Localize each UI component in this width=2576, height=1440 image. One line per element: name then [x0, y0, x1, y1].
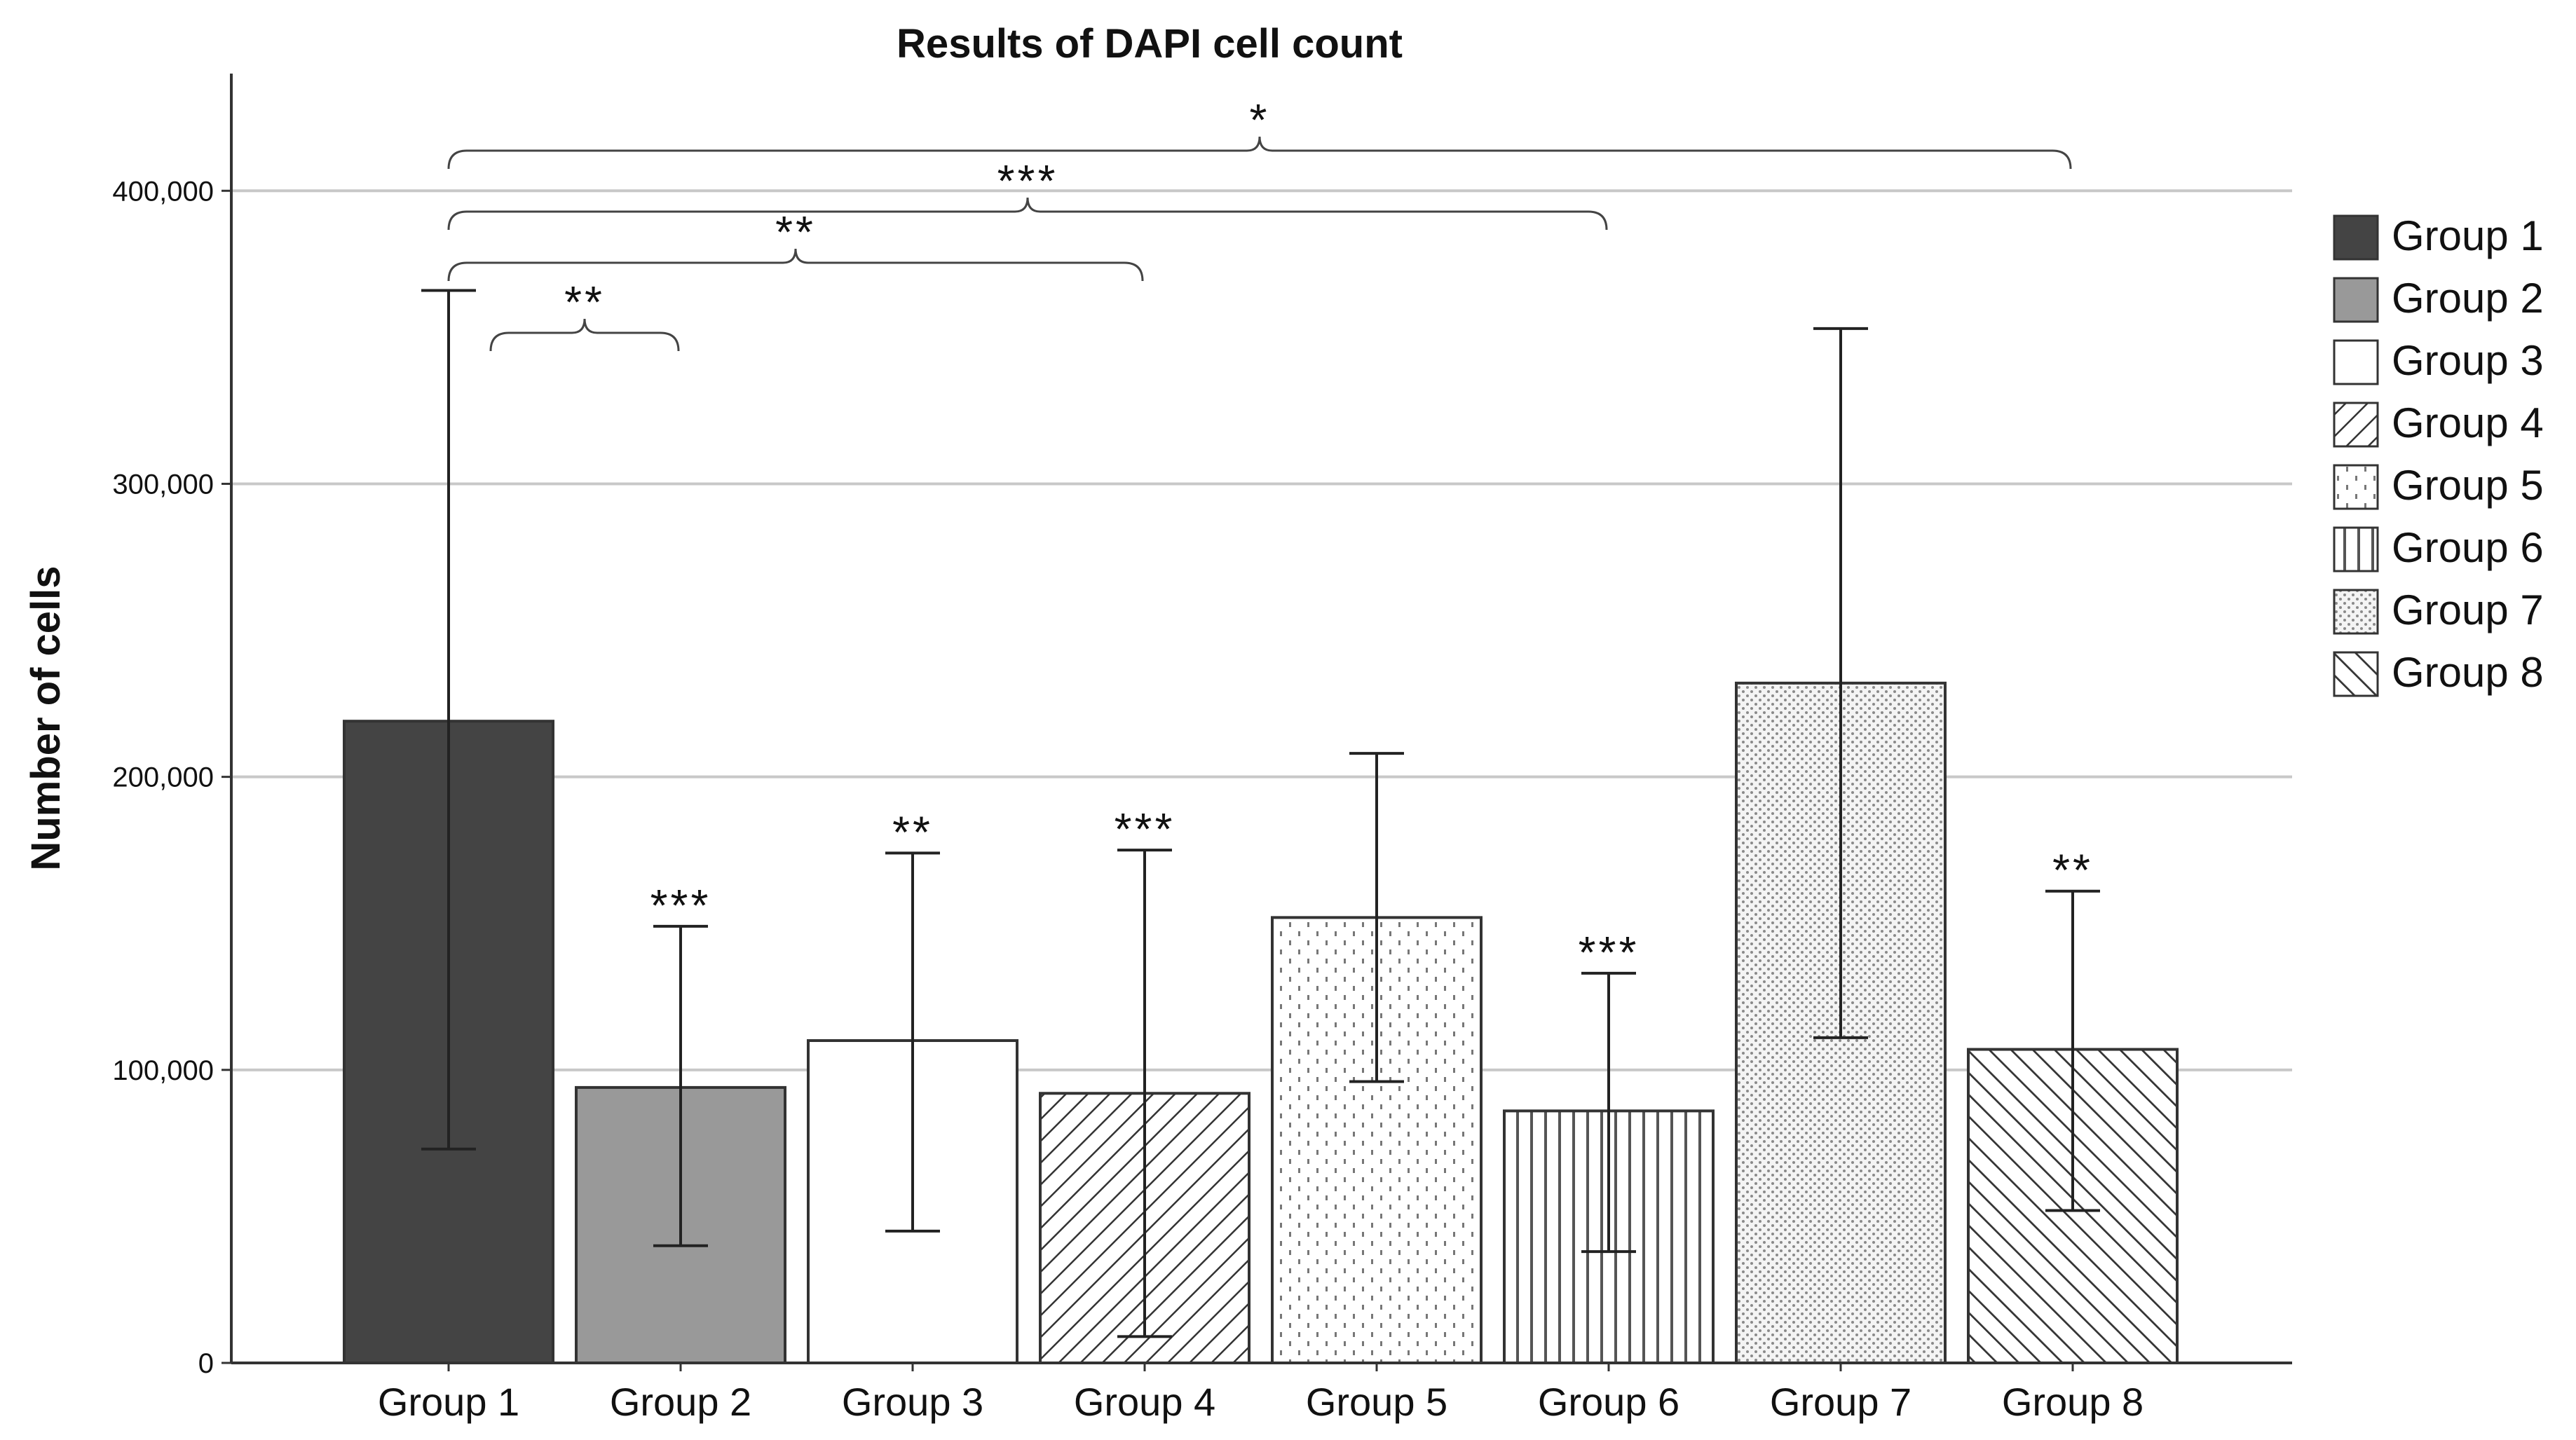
x-tick-label: Group 3	[842, 1380, 983, 1424]
error-bar	[885, 851, 940, 1233]
legend-swatch	[2333, 402, 2379, 448]
bars	[343, 681, 2179, 1364]
legend-swatch	[2333, 589, 2379, 635]
legend-label: Group 5	[2392, 462, 2544, 509]
x-tick-label: Group 2	[610, 1380, 751, 1424]
y-axis-label: Number of cells	[23, 565, 69, 870]
legend-item: Group 6	[2333, 524, 2544, 572]
y-tick-label: 0	[198, 1348, 214, 1379]
legend-label: Group 4	[2392, 399, 2544, 446]
comparison-bracket: **	[489, 277, 680, 352]
significance-marks: ***** ********	[650, 804, 2093, 978]
legend-label: Group 7	[2392, 587, 2544, 633]
x-tick-label: Group 4	[1074, 1380, 1215, 1424]
significance-mark: ***	[1579, 927, 1640, 978]
x-tick-label: Group 8	[2002, 1380, 2144, 1424]
legend-item: Group 7	[2333, 587, 2544, 635]
y-ticks: 0 100,000 200,000 300,000 400,000	[112, 176, 231, 1379]
y-tick-label: 100,000	[112, 1055, 214, 1086]
comparison-bracket: *	[447, 95, 2072, 170]
legend-swatch	[2333, 651, 2379, 697]
comparison-bracket: ***	[447, 156, 1608, 231]
legend-item: Group 2	[2333, 275, 2544, 323]
chart-title: Results of DAPI cell count	[897, 21, 1403, 67]
y-tick-label: 200,000	[112, 762, 214, 793]
x-tick-label: Group 7	[1770, 1380, 1911, 1424]
error-bar	[1813, 327, 1868, 1039]
legend-item: Group 4	[2333, 399, 2544, 448]
significance-mark: **	[2052, 845, 2093, 896]
legend-label: Group 1	[2392, 212, 2544, 259]
error-bar	[1117, 849, 1172, 1338]
legend-item: Group 5	[2333, 462, 2544, 510]
legend: Group 1 Group 2 Group 3 Group 4 Group 5 Group…	[2333, 212, 2544, 697]
legend-label: Group 6	[2392, 524, 2544, 571]
error-bar	[653, 924, 708, 1247]
legend-item: Group 3	[2333, 337, 2544, 385]
significance-mark: ***	[650, 880, 711, 931]
x-tick-label: Group 5	[1306, 1380, 1447, 1424]
error-bar	[421, 289, 476, 1151]
error-bars	[421, 289, 2100, 1338]
significance-mark: ***	[1115, 804, 1175, 854]
bracket-label: *	[1250, 95, 1270, 145]
y-tick-label: 400,000	[112, 176, 214, 207]
significance-mark: **	[892, 807, 933, 857]
axes	[230, 74, 2292, 1364]
bracket-label: **	[564, 277, 605, 327]
legend-swatch	[2333, 464, 2379, 510]
gridlines	[231, 189, 2292, 1071]
y-tick-label: 300,000	[112, 469, 214, 500]
comparison-brackets: ********	[447, 95, 2072, 352]
error-bar	[1349, 752, 1404, 1083]
legend-label: Group 8	[2392, 649, 2544, 696]
x-tick-label: Group 6	[1538, 1380, 1679, 1424]
legend-label: Group 3	[2392, 337, 2544, 384]
legend-swatch	[2333, 277, 2379, 323]
legend-swatch	[2333, 339, 2379, 385]
x-ticks: Group 1 Group 2 Group 3 Group 4 Group 5 Group…	[378, 1363, 2144, 1424]
error-bar	[2045, 889, 2100, 1212]
legend-swatch	[2333, 526, 2379, 572]
bracket-label: ***	[997, 156, 1058, 206]
legend-item: Group 1	[2333, 212, 2544, 261]
x-tick-label: Group 1	[378, 1380, 519, 1424]
legend-swatch	[2333, 214, 2379, 261]
comparison-bracket: **	[447, 207, 1144, 282]
error-bar	[1581, 971, 1636, 1254]
bracket-label: **	[775, 207, 816, 257]
legend-item: Group 8	[2333, 649, 2544, 697]
legend-label: Group 2	[2392, 275, 2544, 322]
